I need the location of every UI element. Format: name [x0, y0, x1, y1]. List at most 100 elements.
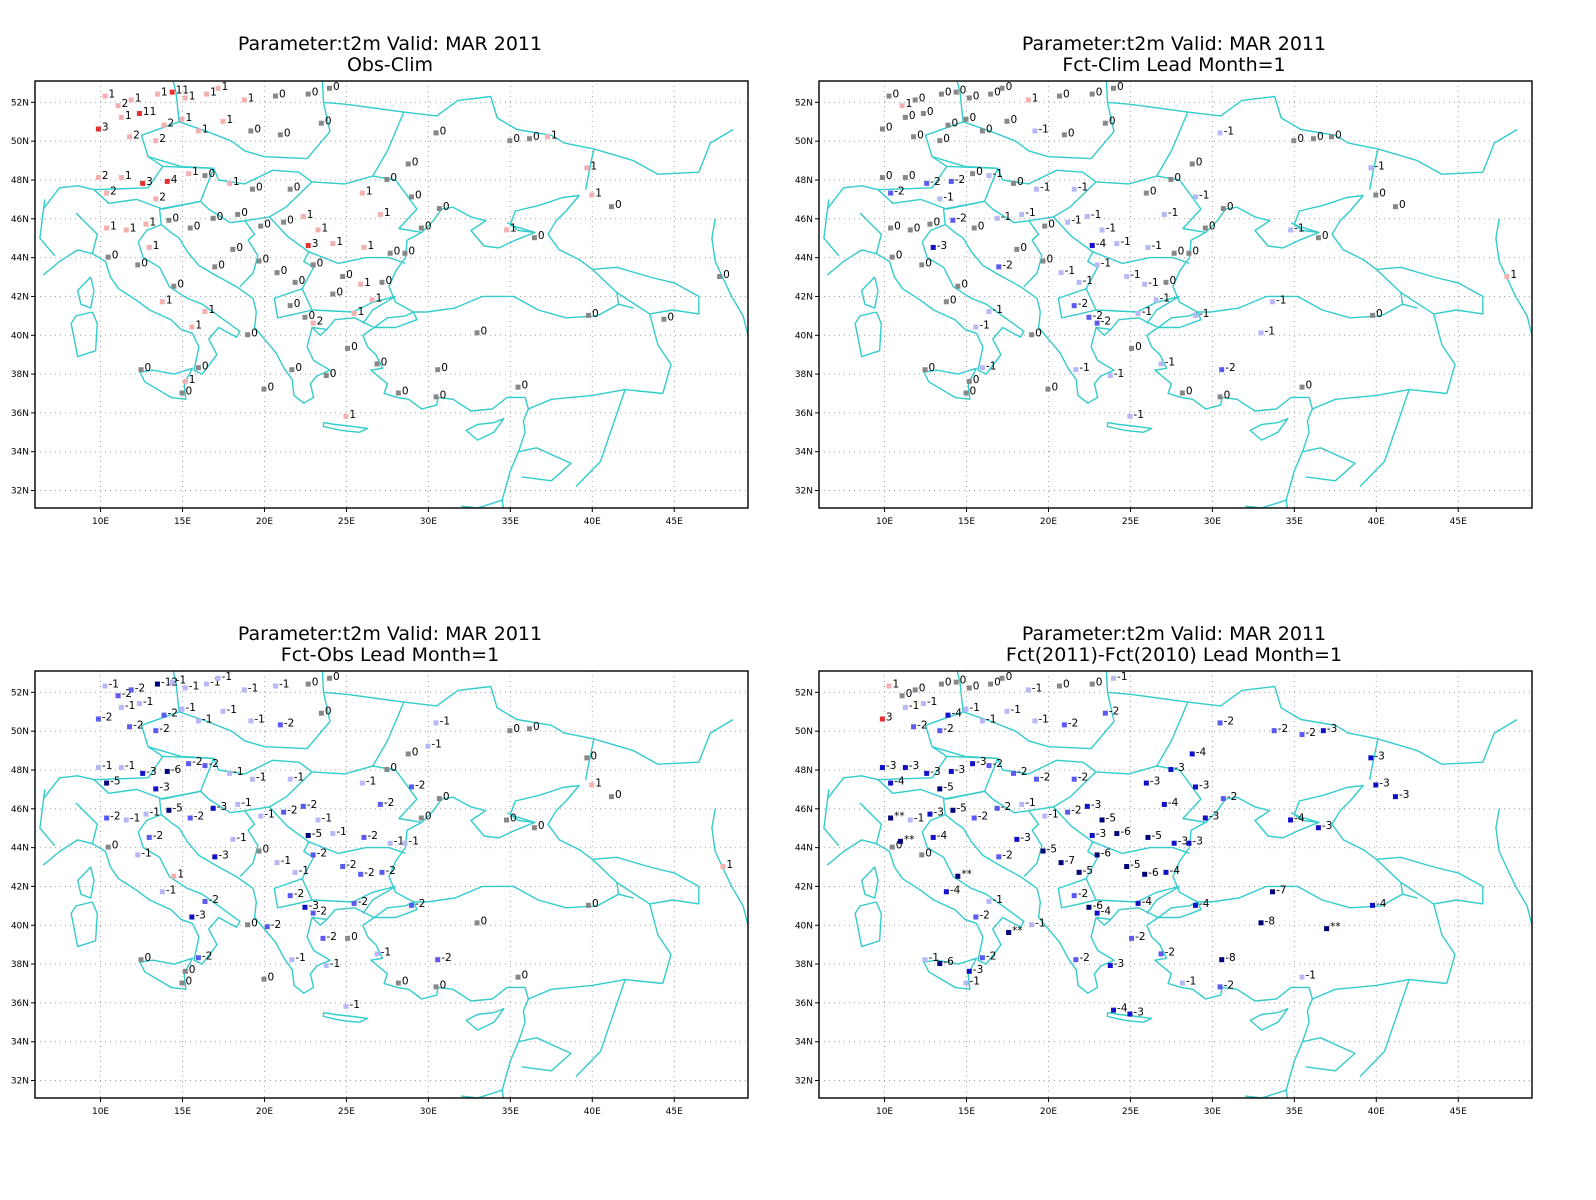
station-marker — [340, 274, 346, 280]
map-panel-fct-clim: Parameter:t2m Valid: MAR 2011 Fct-Clim L… — [784, 0, 1582, 600]
coastline — [618, 303, 634, 309]
station-marker — [377, 211, 383, 217]
station-value: -3 — [195, 909, 205, 921]
station-value: -5 — [1047, 844, 1057, 856]
coastline — [1290, 222, 1320, 234]
station-value: -1 — [281, 855, 291, 867]
station-marker — [948, 768, 954, 774]
station-value: -1 — [1106, 222, 1116, 234]
coastline — [1312, 978, 1447, 1000]
station-value: -4 — [1169, 865, 1180, 877]
station-marker — [1370, 902, 1376, 908]
station-marker — [1161, 801, 1167, 807]
station-marker — [504, 227, 510, 233]
coastline — [501, 1090, 505, 1098]
station-marker — [888, 815, 894, 821]
station-marker — [310, 262, 316, 268]
station-marker — [996, 264, 1002, 270]
station-marker — [369, 297, 375, 303]
coastline — [1359, 389, 1410, 488]
station-value: 1 — [130, 222, 137, 234]
lon-tick-label: 35E — [502, 1107, 519, 1117]
station-value: 0 — [440, 979, 447, 991]
station-marker — [1045, 386, 1051, 392]
station-marker — [289, 957, 295, 963]
station-marker — [717, 274, 723, 280]
station-value: -1 — [125, 700, 135, 712]
station-marker — [1025, 97, 1031, 103]
station-marker — [164, 768, 170, 774]
station-marker — [277, 132, 283, 138]
station-marker — [195, 128, 201, 134]
station-value: 0 — [218, 259, 225, 271]
station-marker — [919, 262, 925, 268]
station-value: 0 — [256, 182, 263, 194]
station-value: 0 — [973, 680, 980, 692]
station-marker — [425, 743, 431, 749]
station-value: -2 — [167, 708, 177, 720]
station-value: 2 — [159, 191, 166, 203]
station-marker — [227, 180, 233, 186]
station-value: -1 — [1120, 236, 1130, 248]
station-marker — [1291, 138, 1297, 144]
station-marker — [927, 811, 933, 817]
station-marker — [1111, 1007, 1117, 1013]
station-marker — [118, 765, 124, 771]
station-value: 2 — [102, 170, 109, 182]
station-marker — [943, 299, 949, 305]
station-value: 3 — [886, 712, 893, 724]
station-marker — [1315, 825, 1321, 831]
station-marker — [1102, 120, 1108, 126]
station-value: -1 — [176, 675, 186, 687]
station-marker — [118, 704, 124, 710]
station-value: -1 — [366, 776, 376, 788]
lon-tick-label: 30E — [1204, 1107, 1221, 1117]
coastline — [160, 814, 530, 1091]
coastline — [528, 388, 663, 410]
station-marker — [230, 246, 236, 252]
station-marker — [1129, 935, 1135, 941]
station-marker — [1089, 91, 1095, 97]
station-value: 0 — [906, 688, 913, 700]
station-marker — [323, 963, 329, 969]
station-marker — [507, 728, 513, 734]
station-marker — [315, 817, 321, 823]
station-marker — [359, 190, 365, 196]
station-value: 0 — [615, 789, 622, 801]
station-marker — [1086, 314, 1092, 320]
station-value: 0 — [333, 81, 340, 93]
station-marker — [1192, 194, 1198, 200]
station-value: 0 — [267, 382, 274, 394]
station-marker — [272, 683, 278, 689]
station-marker — [902, 704, 908, 710]
station-marker — [899, 693, 905, 699]
station-marker — [474, 920, 480, 926]
station-value: -2 — [384, 797, 394, 809]
station-marker — [1143, 780, 1149, 786]
station-marker — [435, 957, 441, 963]
station-value: 0 — [112, 250, 119, 262]
station-marker — [387, 840, 393, 846]
coastline — [1156, 685, 1379, 780]
station-value: 1 — [595, 778, 602, 790]
station-value: -3 — [1178, 836, 1188, 848]
station-value: 0 — [1196, 156, 1203, 168]
lat-tick-label: 42N — [795, 292, 813, 302]
station-value: -1 — [970, 975, 980, 987]
coastline — [39, 199, 56, 257]
coastline — [944, 224, 1314, 501]
station-value: -1 — [186, 702, 196, 714]
station-marker — [1076, 279, 1082, 285]
lat-tick-label: 48N — [11, 766, 29, 776]
coastline — [1085, 878, 1097, 901]
station-marker — [474, 330, 480, 336]
station-value: -2 — [271, 919, 281, 931]
station-marker — [210, 215, 216, 221]
station-marker — [902, 765, 908, 771]
station-marker — [105, 254, 111, 260]
coastline — [1302, 1037, 1356, 1072]
station-marker — [104, 815, 110, 821]
station-value: 0 — [909, 110, 916, 122]
station-value: 0 — [390, 762, 397, 774]
lat-tick-label: 40N — [795, 921, 813, 931]
